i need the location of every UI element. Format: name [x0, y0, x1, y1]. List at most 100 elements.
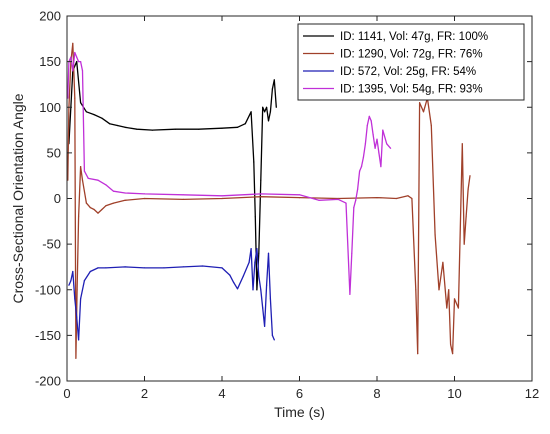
series-line: [68, 248, 275, 341]
data-point: [260, 289, 262, 291]
data-point: [80, 102, 82, 104]
legend-label: ID: 1141, Vol: 47g, FR: 100%: [340, 31, 488, 43]
data-point: [357, 188, 359, 190]
data-point: [85, 202, 87, 204]
data-point: [81, 70, 84, 72]
data-point: [143, 197, 146, 200]
data-point: [419, 102, 421, 104]
data-point: [364, 143, 366, 145]
data-point: [116, 124, 118, 127]
data-point: [78, 61, 80, 63]
y-tick-label: -50: [42, 237, 61, 252]
data-point: [80, 298, 82, 300]
legend-box: [297, 23, 525, 101]
data-point: [124, 126, 126, 128]
data-point: [368, 115, 370, 117]
data-point: [374, 147, 376, 149]
data-point: [72, 42, 74, 45]
data-point: [275, 106, 277, 108]
data-point: [221, 127, 223, 129]
data-point: [80, 61, 82, 63]
data-point: [101, 208, 103, 211]
data-point: [74, 97, 76, 99]
x-tick-label: 12: [525, 386, 539, 401]
data-point: [452, 353, 454, 355]
data-point: [143, 267, 146, 269]
data-point: [256, 248, 258, 250]
data-point: [450, 343, 452, 346]
y-tick-label: 150: [39, 54, 61, 69]
data-point: [376, 138, 378, 140]
data-point: [136, 128, 138, 130]
data-point: [182, 266, 184, 268]
data-point: [254, 216, 256, 218]
data-point: [198, 128, 200, 130]
data-point: [264, 111, 266, 113]
data-point: [221, 197, 223, 200]
data-point: [105, 267, 107, 269]
y-tick-label: -100: [35, 282, 61, 297]
data-point: [221, 195, 223, 197]
data-point: [74, 51, 76, 54]
y-tick-label: 50: [47, 145, 61, 160]
data-point: [467, 188, 469, 190]
data-point: [242, 275, 244, 277]
data-point: [70, 280, 72, 282]
data-point: [378, 152, 380, 154]
data-point: [76, 289, 78, 291]
data-point: [267, 252, 270, 254]
series-line: [67, 42, 471, 359]
data-point: [442, 261, 444, 263]
data-point: [370, 120, 372, 122]
data-point: [105, 184, 107, 186]
data-point: [422, 111, 425, 113]
data-point: [101, 117, 103, 119]
data-point: [266, 106, 268, 108]
series-2: [68, 248, 275, 341]
data-point: [271, 88, 273, 90]
data-point: [448, 289, 450, 291]
data-point: [417, 353, 419, 355]
data-point: [236, 126, 239, 128]
data-point: [465, 216, 467, 218]
data-point: [260, 193, 262, 195]
data-point: [376, 197, 378, 199]
data-point: [267, 120, 270, 122]
data-point: [390, 147, 392, 149]
data-point: [434, 234, 436, 236]
series-line: [68, 60, 277, 291]
data-point: [244, 123, 246, 125]
legend-label: ID: 1290, Vol: 72g, FR: 76%: [340, 49, 483, 61]
y-tick-label: 200: [39, 9, 61, 24]
data-point: [89, 207, 91, 209]
series-1: [67, 42, 471, 359]
data-point: [258, 275, 260, 277]
data-point: [76, 316, 78, 318]
data-point: [395, 197, 397, 200]
data-point: [124, 199, 126, 201]
data-point: [256, 289, 258, 291]
data-point: [97, 212, 99, 214]
data-point: [446, 307, 448, 309]
data-point: [93, 208, 95, 211]
data-point: [75, 357, 77, 359]
data-point: [273, 79, 275, 81]
data-point: [76, 61, 78, 63]
data-point: [78, 339, 80, 341]
data-point: [262, 106, 264, 108]
data-point: [87, 177, 89, 179]
data-point: [253, 161, 255, 163]
data-point: [221, 267, 223, 269]
data-point: [407, 195, 409, 197]
x-axis-label: Time (s): [274, 404, 325, 420]
data-point: [85, 111, 87, 113]
data-point: [362, 156, 364, 158]
data-point: [382, 129, 384, 131]
data-point: [273, 339, 275, 341]
x-tick-label: 6: [296, 386, 303, 401]
series-0: [68, 60, 277, 291]
data-point: [97, 179, 99, 181]
data-point: [250, 248, 252, 250]
x-tick-label: 0: [63, 386, 70, 401]
